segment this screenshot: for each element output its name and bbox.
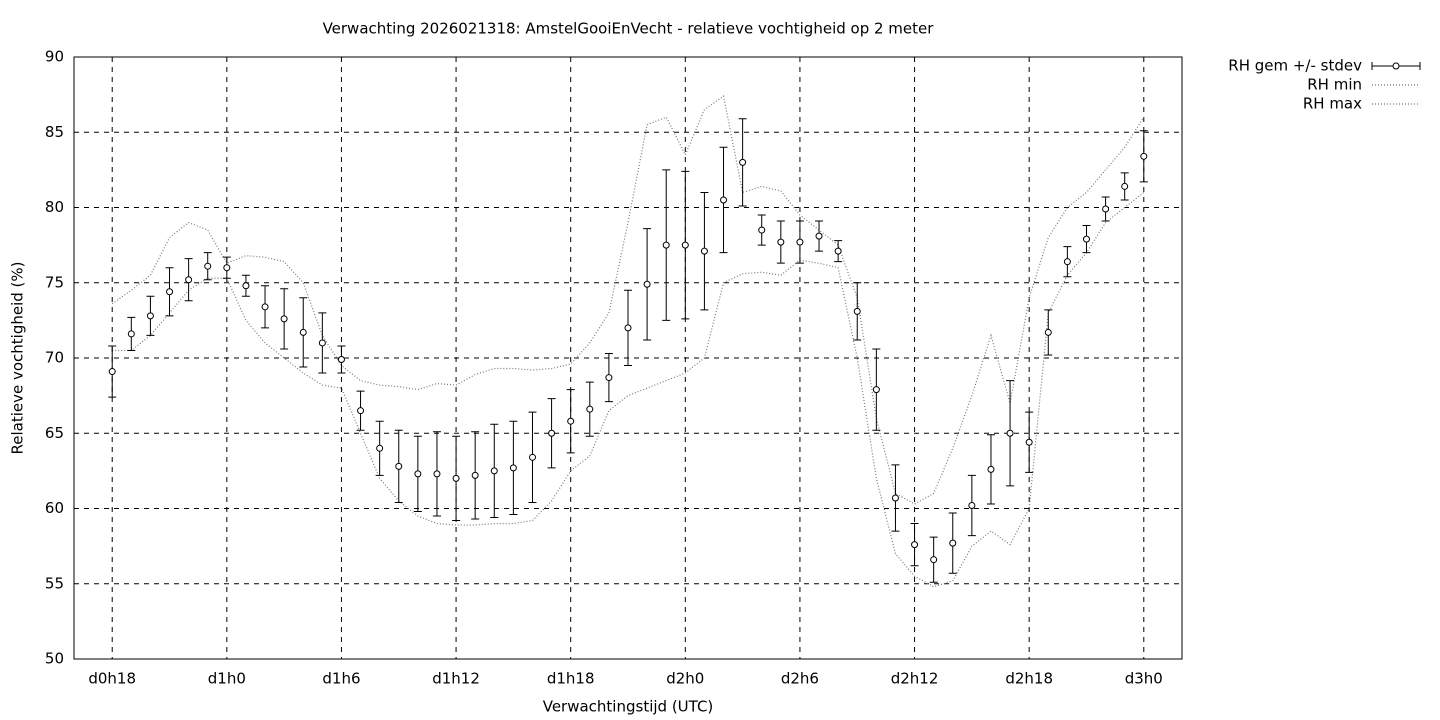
data-point: [911, 541, 919, 549]
data-point: [949, 539, 957, 547]
data-point: [490, 467, 498, 475]
data-point: [987, 465, 995, 473]
data-point: [299, 328, 307, 336]
data-point: [1006, 429, 1014, 437]
data-point: [185, 276, 193, 284]
data-point: [261, 303, 269, 311]
x-tick-label: d0h18: [88, 670, 136, 688]
x-tick-label: d1h0: [208, 670, 246, 688]
data-point: [337, 356, 345, 364]
data-point: [930, 556, 938, 564]
x-tick-label: d1h18: [547, 670, 595, 688]
data-point: [796, 238, 804, 246]
data-point: [891, 494, 899, 502]
data-point: [414, 470, 422, 478]
data-point: [968, 501, 976, 509]
data-point: [452, 474, 460, 482]
chart-title: Verwachting 2026021318: AmstelGooiEnVech…: [323, 20, 935, 38]
y-tick-label: 65: [45, 424, 64, 442]
y-axis-label: Relatieve vochtigheid (%): [9, 261, 27, 454]
data-point: [1140, 152, 1148, 160]
y-tick-label: 70: [45, 349, 64, 367]
data-point: [700, 247, 708, 255]
data-point: [586, 405, 594, 413]
data-point: [720, 196, 728, 204]
data-point: [1121, 182, 1129, 190]
data-point: [471, 471, 479, 479]
data-point: [1063, 258, 1071, 266]
data-point: [834, 247, 842, 255]
data-point: [433, 470, 441, 478]
data-point: [395, 462, 403, 470]
data-point: [108, 368, 116, 376]
data-point: [872, 386, 880, 394]
data-point: [643, 280, 651, 288]
x-axis-label: Verwachtingstijd (UTC): [543, 698, 714, 716]
data-point: [1025, 438, 1033, 446]
y-tick-label: 90: [45, 48, 64, 66]
data-point: [758, 226, 766, 234]
data-point: [223, 264, 231, 272]
data-point: [853, 307, 861, 315]
data-point: [567, 417, 575, 425]
line-series: [111, 95, 1145, 505]
data-point: [662, 241, 670, 249]
y-tick-label: 50: [45, 650, 64, 668]
data-point: [127, 330, 135, 338]
data-point: [681, 241, 689, 249]
data-point: [1082, 235, 1090, 243]
line-series: [112, 191, 1145, 588]
data-point: [605, 374, 613, 382]
plot-frame: [73, 56, 1183, 660]
data-point: [624, 324, 632, 332]
data-point: [528, 453, 536, 461]
x-tick-label: d2h0: [666, 670, 704, 688]
data-point: [509, 464, 517, 472]
legend-label: RH gem +/- stdev: [1228, 57, 1362, 75]
y-tick-label: 85: [45, 123, 64, 141]
x-tick-label: d2h6: [781, 670, 819, 688]
data-point: [204, 262, 212, 270]
legend-label: RH min: [1307, 76, 1362, 94]
data-point: [376, 444, 384, 452]
data-point: [777, 238, 785, 246]
x-tick-label: d2h18: [1005, 670, 1053, 688]
x-tick-label: d1h6: [322, 670, 360, 688]
data-point: [1102, 205, 1110, 213]
data-point: [1044, 328, 1052, 336]
data-point: [548, 429, 556, 437]
x-tick-label: d3h0: [1125, 670, 1163, 688]
x-tick-label: d1h12: [432, 670, 480, 688]
y-tick-label: 80: [45, 198, 64, 216]
data-point: [815, 232, 823, 240]
legend-label: RH max: [1303, 95, 1362, 113]
y-tick-label: 60: [45, 499, 64, 517]
legend-swatch: [1392, 62, 1400, 70]
x-tick-label: d2h12: [891, 670, 939, 688]
data-point: [146, 312, 154, 320]
y-tick-label: 55: [45, 574, 64, 592]
y-tick-label: 75: [45, 273, 64, 291]
data-point: [357, 407, 365, 415]
data-point: [280, 315, 288, 323]
data-point: [739, 158, 747, 166]
data-point: [166, 288, 174, 296]
data-point: [242, 282, 250, 290]
data-point: [318, 339, 326, 347]
